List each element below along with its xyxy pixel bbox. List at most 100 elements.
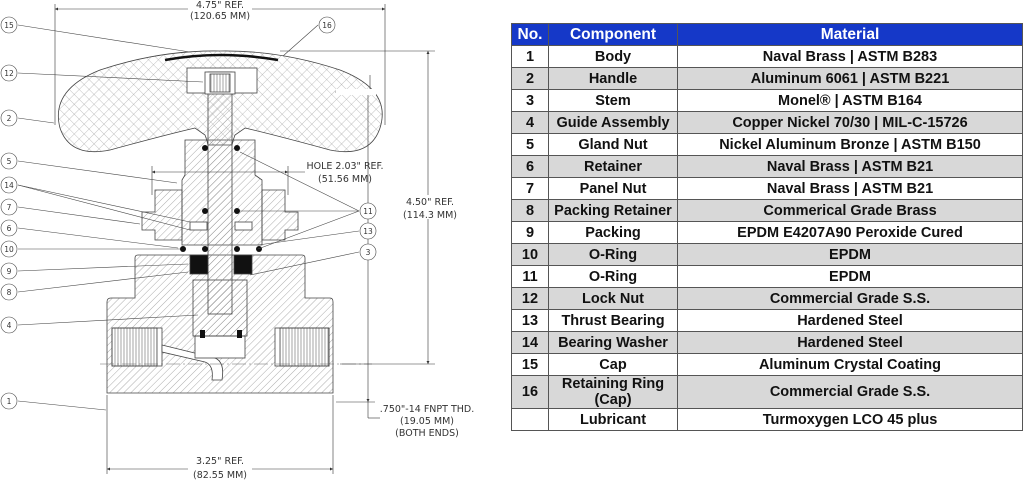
header-material: Material xyxy=(677,23,1023,46)
cell-no: 13 xyxy=(511,309,549,332)
callout-circle xyxy=(0,64,18,82)
cell-component: Panel Nut xyxy=(548,177,678,200)
dim-bottom-width-mm: (82.55 MM) xyxy=(193,470,247,481)
callout-leader-line xyxy=(17,72,204,83)
callout-circle xyxy=(0,198,18,216)
cell-material: Naval Brass | ASTM B21 xyxy=(677,155,1023,178)
callout-leader-line xyxy=(17,160,178,184)
table-row: 5 Gland Nut Nickel Aluminum Bronze | ASTM … xyxy=(511,133,1023,156)
cell-no: 7 xyxy=(511,177,549,200)
callout-circle xyxy=(0,240,18,258)
callout-number: 2 xyxy=(7,114,12,123)
cell-component: Handle xyxy=(548,67,678,90)
dim-top-width-mm: (120.65 MM) xyxy=(190,11,250,22)
cell-no: 12 xyxy=(511,287,549,310)
table-row: 7 Panel Nut Naval Brass | ASTM B21 xyxy=(511,177,1023,200)
cell-material: Nickel Aluminum Bronze | ASTM B150 xyxy=(677,133,1023,156)
cell-no: 10 xyxy=(511,243,549,266)
callout-leader-line xyxy=(17,400,107,411)
cell-component: Cap xyxy=(548,353,678,376)
table-row: 16 Retaining Ring (Cap) Commercial Grade S… xyxy=(511,375,1023,409)
callout-number: 13 xyxy=(363,227,373,236)
table-row: 4 Guide Assembly Copper Nickel 70/30 | MIL… xyxy=(511,111,1023,134)
callout-leader-line xyxy=(17,227,179,249)
table-row: 8 Packing Retainer Commerical Grade Brass xyxy=(511,199,1023,222)
dim-height: 4.50" REF. xyxy=(406,197,454,208)
cell-no xyxy=(511,408,549,431)
table-row: 2 Handle Aluminum 6061 | ASTM B221 xyxy=(511,67,1023,90)
dim-thread-mm: (19.05 MM) xyxy=(400,416,454,427)
callout-circle xyxy=(359,222,377,240)
callout-number: 12 xyxy=(4,69,14,78)
cell-component: Retaining Ring (Cap) xyxy=(548,375,678,409)
cell-component: Packing Retainer xyxy=(548,199,678,222)
cell-component: Thrust Bearing xyxy=(548,309,678,332)
cell-no: 1 xyxy=(511,45,549,68)
cell-material: EPDM E4207A90 Peroxide Cured xyxy=(677,221,1023,244)
table-row: 6 Retainer Naval Brass | ASTM B21 xyxy=(511,155,1023,178)
callout-circle xyxy=(0,176,18,194)
table-header-row: No. Component Material xyxy=(511,23,1023,46)
callout-circle xyxy=(0,109,18,127)
callout-number: 15 xyxy=(4,21,14,30)
callout-number: 7 xyxy=(7,203,12,212)
callout-circle xyxy=(359,243,377,261)
cell-no: 16 xyxy=(511,375,549,409)
cell-no: 2 xyxy=(511,67,549,90)
cell-component: Body xyxy=(548,45,678,68)
dim-thread: .750"-14 FNPT THD. xyxy=(380,404,474,415)
cell-component: O-Ring xyxy=(548,265,678,288)
cell-material: Commercial Grade S.S. xyxy=(677,287,1023,310)
callout-leader-line xyxy=(249,251,360,276)
callout-number: 1 xyxy=(7,397,12,406)
callout-number: 11 xyxy=(363,207,373,216)
cell-material: Commerical Grade Brass xyxy=(677,199,1023,222)
cell-no: 15 xyxy=(511,353,549,376)
callout-number: 5 xyxy=(7,157,12,166)
cell-no: 8 xyxy=(511,199,549,222)
cell-material: Hardened Steel xyxy=(677,331,1023,354)
callout-leader-line xyxy=(257,210,360,250)
cell-component: Packing xyxy=(548,221,678,244)
table-row: 9 Packing EPDM E4207A90 Peroxide Cured xyxy=(511,221,1023,244)
cell-no: 6 xyxy=(511,155,549,178)
callout-leader-line xyxy=(282,24,319,57)
cell-material: Aluminum Crystal Coating xyxy=(677,353,1023,376)
cell-material: EPDM xyxy=(677,265,1023,288)
dim-hole-mm: (51.56 MM) xyxy=(318,174,372,185)
callout-circle xyxy=(359,202,377,220)
cell-material: Naval Brass | ASTM B283 xyxy=(677,45,1023,68)
cell-material: Copper Nickel 70/30 | MIL-C-15726 xyxy=(677,111,1023,134)
table-row: 15 Cap Aluminum Crystal Coating xyxy=(511,353,1023,376)
callout-circle xyxy=(0,219,18,237)
cell-component: Bearing Washer xyxy=(548,331,678,354)
cell-component: Gland Nut xyxy=(548,133,678,156)
dim-top-width: 4.75" REF. xyxy=(196,0,244,11)
cell-component: Guide Assembly xyxy=(548,111,678,134)
header-component: Component xyxy=(548,23,678,46)
table-row: 12 Lock Nut Commercial Grade S.S. xyxy=(511,287,1023,310)
callout-number: 9 xyxy=(7,267,12,276)
cap xyxy=(164,53,279,62)
callout-number: 3 xyxy=(366,248,371,257)
callout-number: 6 xyxy=(7,224,12,233)
packing xyxy=(189,254,209,275)
cell-component: Retainer xyxy=(548,155,678,178)
table-row: Lubricant Turmoxygen LCO 45 plus xyxy=(511,408,1023,431)
callout-number: 14 xyxy=(4,181,14,190)
callout-number: 10 xyxy=(4,245,14,254)
callout-circle xyxy=(0,16,18,34)
cell-material: Turmoxygen LCO 45 plus xyxy=(677,408,1023,431)
dim-hole: HOLE 2.03" REF. xyxy=(306,161,383,172)
callout-leader-line xyxy=(17,184,191,231)
table-row: 13 Thrust Bearing Hardened Steel xyxy=(511,309,1023,332)
callout-circle xyxy=(0,283,18,301)
callout-leader-line xyxy=(17,184,191,223)
callout-circle xyxy=(318,16,336,34)
callout-number: 4 xyxy=(7,321,12,330)
cell-no: 4 xyxy=(511,111,549,134)
stem xyxy=(207,71,233,315)
table-row: 3 Stem Monel® | ASTM B164 xyxy=(511,89,1023,112)
bill-of-materials-table: No. Component Material 1 Body Naval Brass … xyxy=(511,23,1023,431)
